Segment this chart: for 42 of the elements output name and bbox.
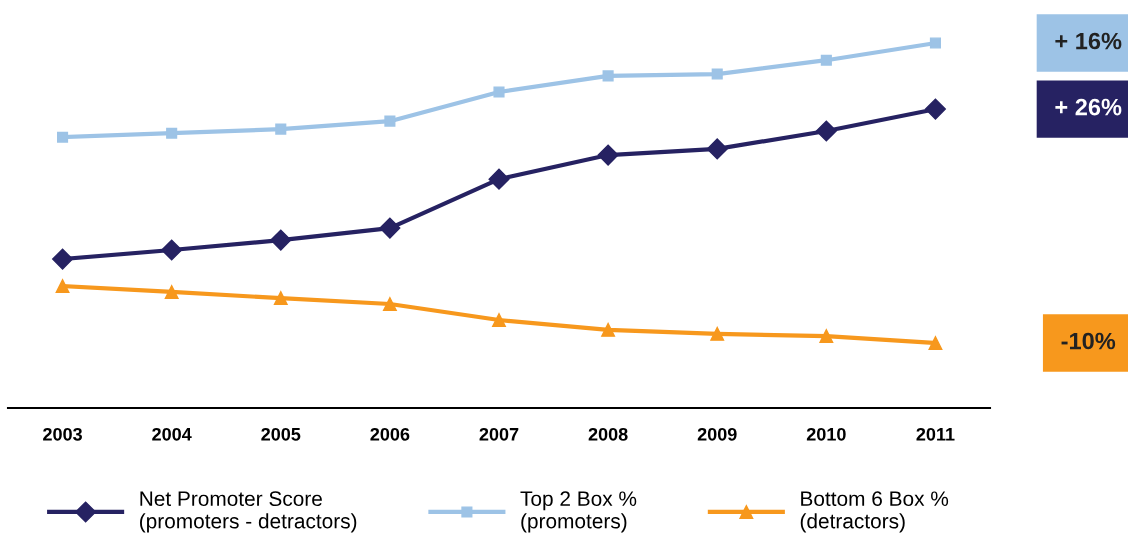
point [601,322,616,337]
point [273,291,288,306]
point [56,131,69,143]
point [166,127,178,139]
point [928,336,943,350]
point [164,284,179,299]
point [270,229,292,251]
point [597,144,619,166]
point [379,217,401,239]
x-tick-label: 2003 [43,427,82,441]
text: + 16% [1055,32,1122,50]
point [382,297,397,311]
x-tick-label: 2009 [697,427,737,441]
point [815,120,837,142]
x-tick-label: 2004 [152,427,192,441]
x-tick-label: 2007 [479,427,519,441]
point [924,98,946,120]
x-tick-label: 2011 [916,427,955,441]
point [819,329,834,344]
point [711,68,723,80]
point [602,70,614,82]
x-tick-label: 2010 [806,427,846,441]
legend-label: Bottom 6 Box % (detractors) [800,491,949,533]
point [384,115,396,127]
point [929,37,942,49]
point [493,86,505,98]
point [706,138,728,160]
point [492,313,506,327]
point [488,168,510,190]
point [275,123,287,135]
point [710,326,725,341]
legend-label: Top 2 Box % (promoters) [520,491,637,533]
legend-label: Net Promoter Score (promoters - detractors) [140,491,357,533]
point [161,239,183,261]
text: -10% [1061,332,1116,350]
text: + 26% [1055,98,1122,116]
x-tick-label: 2006 [370,427,410,441]
x-tick-label: 2005 [261,427,301,441]
x-tick-label: 2008 [588,427,628,441]
point [52,248,74,270]
point [820,54,832,66]
point [55,279,70,294]
